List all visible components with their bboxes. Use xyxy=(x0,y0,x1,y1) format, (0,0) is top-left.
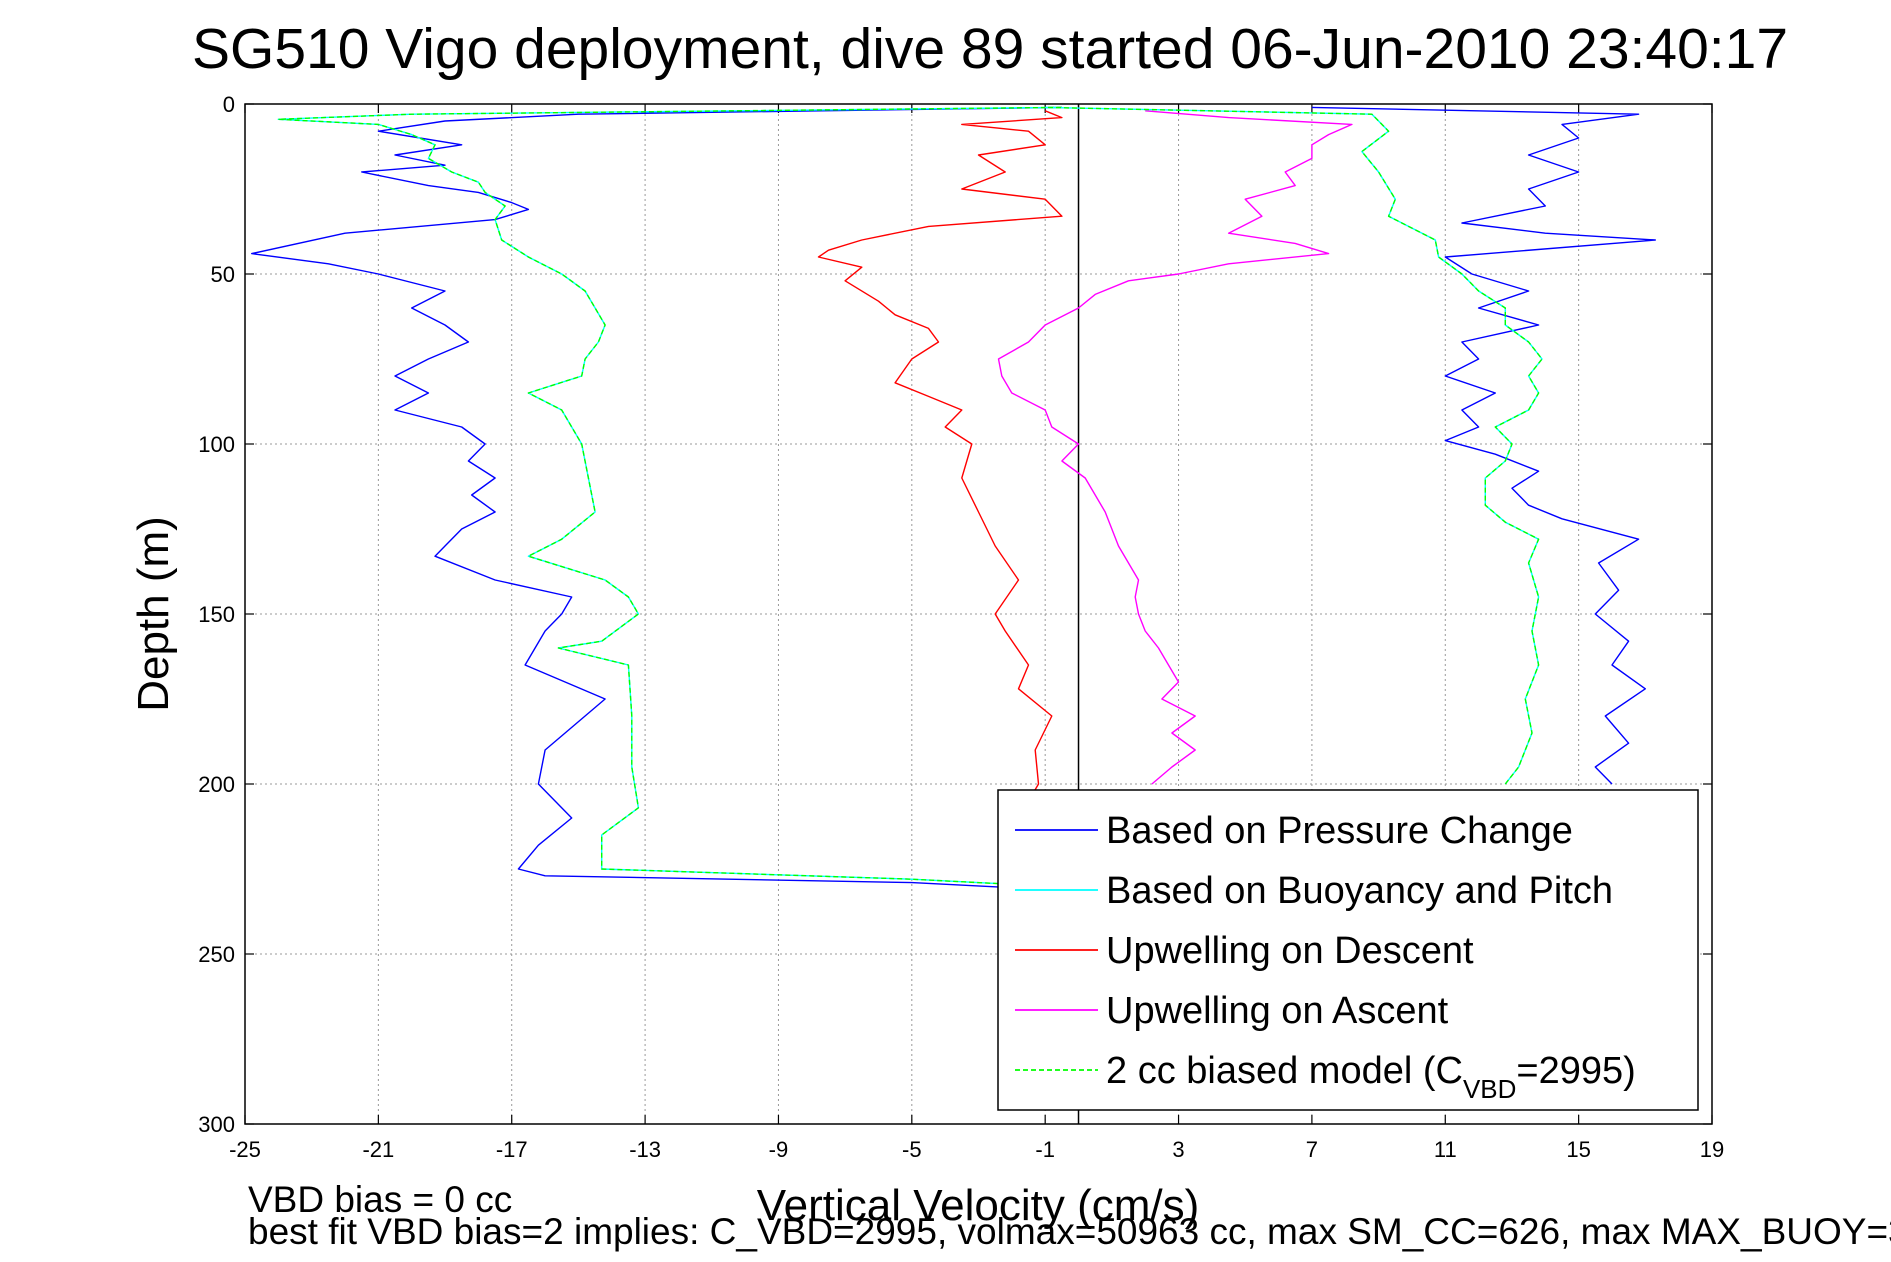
chart-title: SG510 Vigo deployment, dive 89 started 0… xyxy=(192,17,1788,81)
footer-line-2: best fit VBD bias=2 implies: C_VBD=2995,… xyxy=(248,1211,1891,1252)
series-line-based-on-pressure-change-ascent xyxy=(1311,106,1657,785)
x-tick-label: -9 xyxy=(769,1137,789,1162)
legend-box xyxy=(997,789,1699,1111)
x-tick-label: 3 xyxy=(1172,1137,1184,1162)
legend-label: Upwelling on Descent xyxy=(1106,930,1474,972)
series-line-based-on-pressure-change xyxy=(250,106,1062,891)
y-tick-label: 100 xyxy=(198,432,235,457)
x-tick-label: 7 xyxy=(1306,1137,1318,1162)
x-tick-label: -21 xyxy=(362,1137,394,1162)
x-tick-label: -17 xyxy=(496,1137,528,1162)
footer-line-1: VBD bias = 0 cc xyxy=(248,1179,512,1220)
y-axis-label: Depth (m) xyxy=(129,516,178,712)
series-line-2-cc-biased-model-ascent xyxy=(1045,106,1543,785)
series-line-2-cc-biased-model-c-vbd-2995 xyxy=(277,106,1062,887)
y-tick-label: 50 xyxy=(211,262,235,287)
y-tick-label: 300 xyxy=(198,1112,235,1137)
x-tick-label: 15 xyxy=(1566,1137,1590,1162)
legend-label: Upwelling on Ascent xyxy=(1106,990,1449,1032)
y-tick-label: 250 xyxy=(198,942,235,967)
series-layer xyxy=(250,104,1657,1124)
x-axis-label: Vertical Velocity (cm/s) xyxy=(757,1181,1200,1230)
x-tick-label: -5 xyxy=(902,1137,922,1162)
x-tick-label: 19 xyxy=(1700,1137,1724,1162)
legend-label: Based on Buoyancy and Pitch xyxy=(1106,870,1613,912)
series-line-upwelling-on-descent xyxy=(817,110,1063,894)
legend-label: Based on Pressure Change xyxy=(1106,810,1573,852)
x-tick-label: -1 xyxy=(1035,1137,1055,1162)
y-tick-label: 0 xyxy=(223,92,235,117)
x-tick-label: -25 xyxy=(229,1137,261,1162)
axis-ticks: -25 -21 -17 -13 -9 -5 -1 3 7 11 15 1905010015020025… xyxy=(198,92,1724,1162)
y-tick-label: 200 xyxy=(198,772,235,797)
series-line-upwelling-on-ascent xyxy=(997,110,1353,785)
legend: Based on Pressure Change Based on Buoyanc… xyxy=(997,789,1699,1111)
x-tick-label: 11 xyxy=(1434,1137,1457,1162)
x-tick-label: -13 xyxy=(629,1137,661,1162)
y-tick-label: 150 xyxy=(198,602,235,627)
